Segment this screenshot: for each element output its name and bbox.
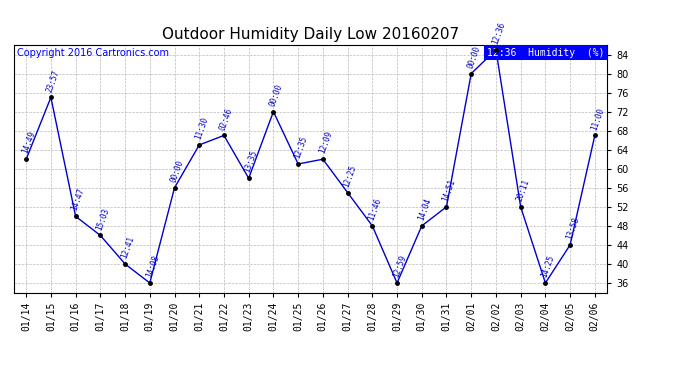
Text: 12:36  Humidity  (%): 12:36 Humidity (%) xyxy=(487,48,604,58)
Text: 12:41: 12:41 xyxy=(119,235,136,260)
Text: 23:57: 23:57 xyxy=(46,68,61,93)
Text: 12:35: 12:35 xyxy=(293,135,309,160)
Text: 12:36: 12:36 xyxy=(491,21,506,46)
Text: 20:11: 20:11 xyxy=(515,178,531,203)
Text: 11:30: 11:30 xyxy=(194,116,210,141)
Text: 14:04: 14:04 xyxy=(416,197,433,222)
Text: 14:47: 14:47 xyxy=(70,188,86,212)
Text: 15:03: 15:03 xyxy=(95,206,111,231)
Text: 12:09: 12:09 xyxy=(317,130,333,155)
Text: 12:25: 12:25 xyxy=(342,164,358,188)
Text: 14:51: 14:51 xyxy=(441,178,457,203)
Text: 13:35: 13:35 xyxy=(243,149,259,174)
Text: 12:59: 12:59 xyxy=(391,254,408,279)
Text: 14:08: 14:08 xyxy=(144,254,161,279)
Text: 13:58: 13:58 xyxy=(564,216,581,241)
Text: 00:00: 00:00 xyxy=(169,159,185,184)
Text: 00:00: 00:00 xyxy=(268,82,284,108)
Text: 02:46: 02:46 xyxy=(218,106,235,131)
Text: Copyright 2016 Cartronics.com: Copyright 2016 Cartronics.com xyxy=(17,48,168,58)
Title: Outdoor Humidity Daily Low 20160207: Outdoor Humidity Daily Low 20160207 xyxy=(162,27,459,42)
Text: 11:46: 11:46 xyxy=(366,197,383,222)
Text: 14:25: 14:25 xyxy=(540,254,556,279)
Text: 14:49: 14:49 xyxy=(21,130,37,155)
Text: 11:00: 11:00 xyxy=(589,106,606,131)
Text: 00:00: 00:00 xyxy=(466,45,482,69)
